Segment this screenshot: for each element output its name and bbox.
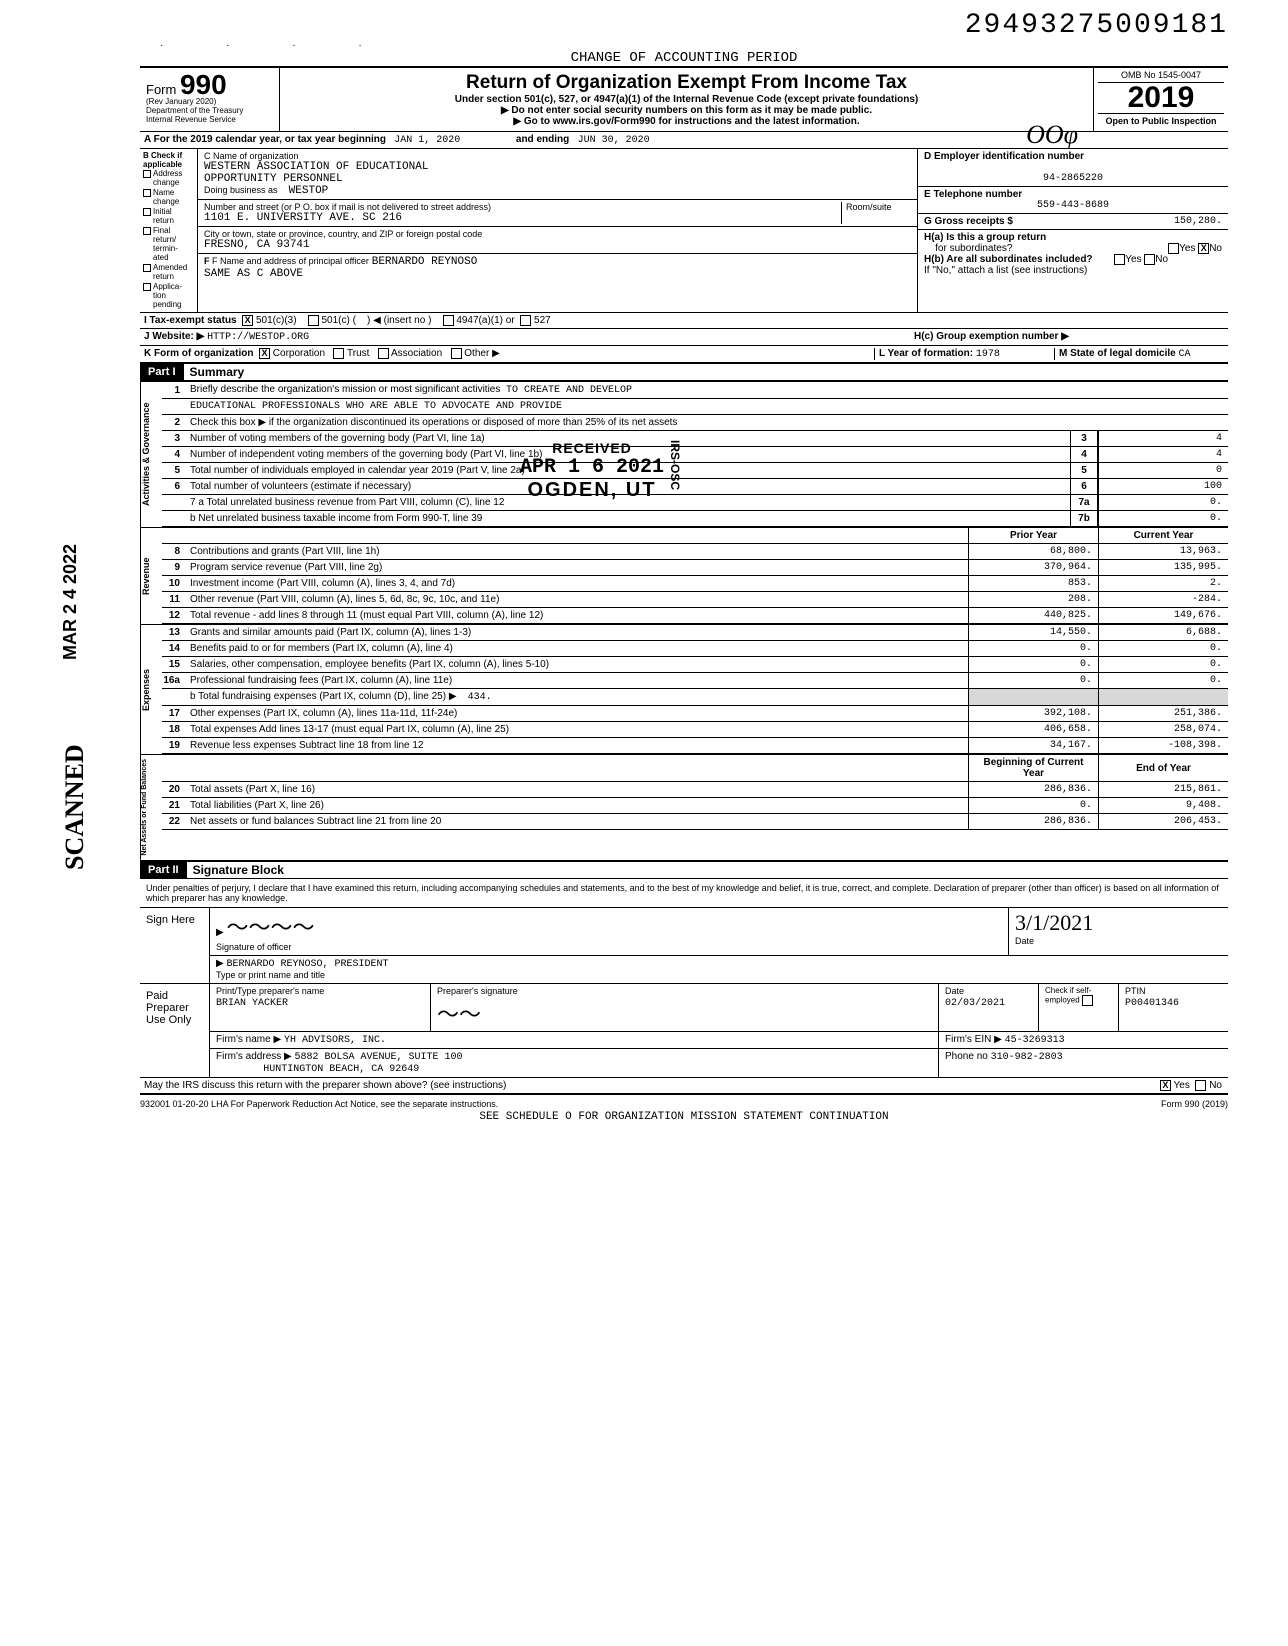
schedule-note: SEE SCHEDULE O FOR ORGANIZATION MISSION … [140, 1111, 1228, 1123]
line-i-tax-status: I Tax-exempt status X 501(c)(3) 501(c) (… [140, 313, 1228, 329]
expenses-section: Expenses 13Grants and similar amounts pa… [140, 624, 1228, 754]
netassets-section: Net Assets or Fund Balances Beginning of… [140, 754, 1228, 862]
part-i-header: Part I Summary [140, 364, 1228, 381]
form-id-block: Form 990 (Rev January 2020) Department o… [140, 68, 280, 131]
year-block: OMB No 1545-0047 2019 Open to Public Ins… [1093, 68, 1228, 131]
col-b-checkboxes: B Check if applicable Address change Nam… [140, 149, 198, 312]
side-scanned: SCANNED [60, 744, 90, 870]
part-ii-header: Part II Signature Block [140, 862, 1228, 879]
form-title: Return of Organization Exempt From Incom… [288, 72, 1085, 94]
change-of-period: CHANGE OF ACCOUNTING PERIOD [140, 50, 1228, 66]
document-number: 29493275009181 [965, 10, 1228, 41]
may-irs-discuss: May the IRS discuss this return with the… [140, 1078, 1228, 1095]
preparer-block: Paid Preparer Use Only Print/Type prepar… [140, 984, 1228, 1078]
line-k-form-org: K Form of organization X Corporation Tru… [140, 346, 1228, 364]
identity-grid: B Check if applicable Address change Nam… [140, 149, 1228, 313]
scan-dots: · · · · [160, 40, 392, 51]
signature-declaration: Under penalties of perjury, I declare th… [140, 879, 1228, 908]
col-d-right: D Employer identification number 94-2865… [918, 149, 1228, 312]
revenue-section: Revenue Prior YearCurrent Year 8Contribu… [140, 527, 1228, 624]
col-c-org: C Name of organization WESTERN ASSOCIATI… [198, 149, 918, 312]
side-date-stamp: MAR 2 4 2022 [60, 544, 81, 660]
form-title-block: Return of Organization Exempt From Incom… [280, 68, 1093, 131]
footer: 932001 01-20-20 LHA For Paperwork Reduct… [140, 1095, 1228, 1109]
handwritten-stamp: OOφ [1026, 120, 1078, 150]
line-j-website: J Website: ▶ HTTP://WESTOP.ORG H(c) Grou… [140, 329, 1228, 346]
governance-section: Activities & Governance 1Briefly describ… [140, 381, 1228, 527]
sign-here-block: Sign Here ▶ ～～～～Signature of officer 3/1… [140, 908, 1228, 984]
